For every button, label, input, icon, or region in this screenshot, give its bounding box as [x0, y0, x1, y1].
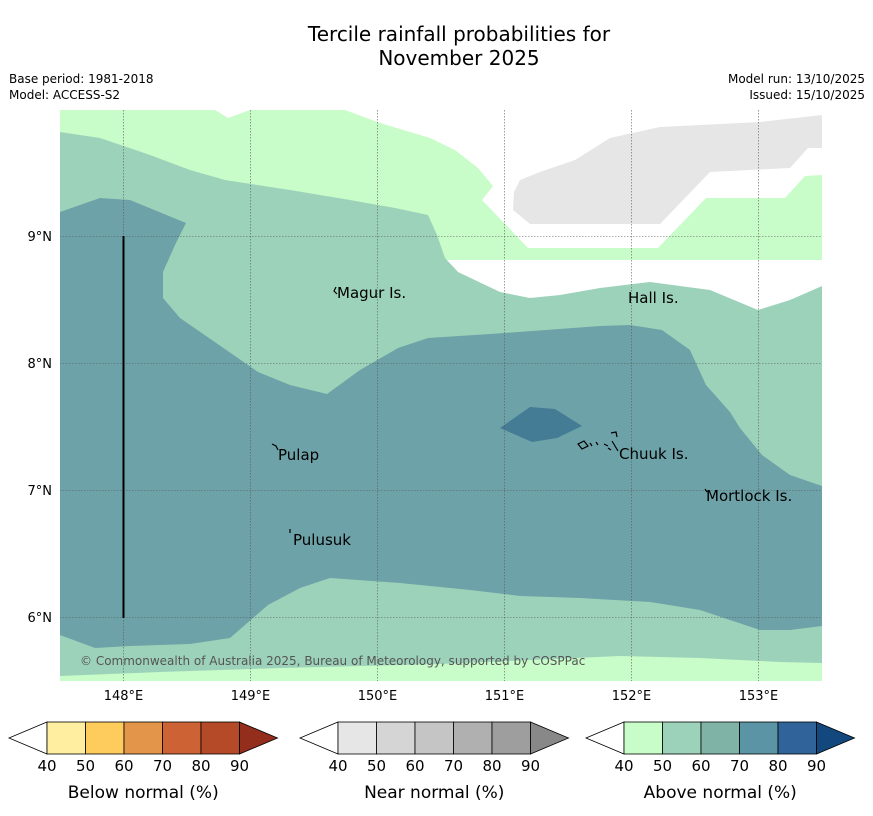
legend-tick-label: 90 — [521, 757, 540, 775]
near-normal-region — [513, 115, 822, 224]
legend-extend-high — [239, 721, 279, 755]
lon-label: 149°E — [231, 689, 271, 704]
legend-tick-label: 60 — [691, 757, 710, 775]
title-line-2: November 2025 — [378, 46, 540, 70]
legend-swatch — [46, 721, 86, 755]
legend-title: Near normal (%) — [364, 783, 504, 803]
island-label-mortlock: Mortlock Is. — [706, 487, 792, 505]
island-label-hall: Hall Is. — [628, 289, 679, 307]
mortlock-island-shape — [704, 488, 708, 493]
meta-left: Base period: 1981-2018 Model: ACCESS-S2 — [9, 71, 154, 103]
legend-title: Above normal (%) — [644, 783, 797, 803]
legend-above-normal: 40 50 60 70 80 90 Above normal (%) — [584, 721, 856, 803]
legend-extend-high — [816, 721, 856, 755]
island-labels: Magur Is. Hall Is. Pulap Chuuk Is. Mortl… — [278, 284, 792, 549]
legend-tick-label: 60 — [405, 757, 424, 775]
legend-swatch — [162, 721, 202, 755]
legend-swatch — [491, 721, 531, 755]
island-label-pulusuk: Pulusuk — [293, 531, 351, 549]
island-shapes — [271, 286, 708, 533]
island-label-pulap: Pulap — [278, 446, 319, 464]
map-title: Tercile rainfall probabilities for Novem… — [0, 22, 873, 70]
pulap-island-shape — [271, 443, 279, 451]
chuuk-island-shape — [577, 431, 619, 452]
legend-swatch — [700, 721, 740, 755]
legend-swatch — [123, 721, 163, 755]
base-period: Base period: 1981-2018 — [9, 72, 154, 86]
lat-label: 6°N — [28, 611, 53, 626]
legend-tick-label: 50 — [367, 757, 386, 775]
legend-title: Below normal (%) — [68, 783, 219, 803]
lat-label: 8°N — [28, 357, 53, 372]
model-name: Model: ACCESS-S2 — [9, 88, 121, 102]
legend-swatch — [414, 721, 454, 755]
probability-map — [60, 110, 822, 681]
legend-swatch — [453, 721, 493, 755]
legend-tick-label: 70 — [444, 757, 463, 775]
legend-tick-label: 40 — [614, 757, 633, 775]
legend-swatch — [200, 721, 240, 755]
legend-tick-label: 70 — [153, 757, 172, 775]
lon-label: 151°E — [485, 689, 525, 704]
legend-tick-label: 80 — [191, 757, 210, 775]
legend-swatch — [739, 721, 779, 755]
above-60-70-region — [60, 198, 822, 648]
legend-tick-label: 60 — [114, 757, 133, 775]
lon-label: 152°E — [612, 689, 652, 704]
lon-label: 148°E — [104, 689, 144, 704]
legend-swatch — [777, 721, 817, 755]
legend-swatch — [662, 721, 702, 755]
legend-tick-label: 80 — [768, 757, 787, 775]
legend-tick-label: 70 — [730, 757, 749, 775]
island-label-magur: Magur Is. — [337, 284, 406, 302]
legend-extend-high — [530, 721, 570, 755]
legend-near-normal: 40 50 60 70 80 90 Near normal (%) — [298, 721, 570, 803]
lon-label: 153°E — [739, 689, 779, 704]
longitude-labels: 148°E 149°E 150°E 151°E 152°E 153°E — [104, 689, 779, 704]
legend-swatch — [623, 721, 663, 755]
island-label-chuuk: Chuuk Is. — [619, 445, 688, 463]
legend-tick-label: 90 — [807, 757, 826, 775]
legend-tick-label: 80 — [482, 757, 501, 775]
meta-right: Model run: 13/10/2025 Issued: 15/10/2025 — [728, 71, 865, 103]
legend-tick-label: 50 — [76, 757, 95, 775]
legend-extend-low — [298, 721, 339, 755]
issued-date: Issued: 15/10/2025 — [749, 88, 865, 102]
legend-swatch — [85, 721, 125, 755]
legend-swatch — [337, 721, 377, 755]
legend-swatch — [376, 721, 416, 755]
lat-label: 7°N — [28, 484, 53, 499]
title-line-1: Tercile rainfall probabilities for — [307, 22, 611, 46]
legend-tick-label: 40 — [328, 757, 347, 775]
lon-label: 150°E — [358, 689, 398, 704]
latitude-labels: 9°N 8°N 7°N 6°N — [28, 230, 53, 626]
legend-extend-low — [7, 721, 48, 755]
magur-island-shape — [333, 286, 338, 295]
legend-tick-label: 90 — [230, 757, 249, 775]
above-70-80-region — [500, 407, 582, 442]
model-run: Model run: 13/10/2025 — [727, 72, 865, 86]
legend-extend-low — [584, 721, 625, 755]
copyright-notice: © Commonwealth of Australia 2025, Bureau… — [80, 654, 585, 668]
legend-tick-label: 50 — [653, 757, 672, 775]
lat-label: 9°N — [28, 230, 53, 245]
legend-below-normal: 40 50 60 70 80 90 Below normal (%) — [7, 721, 279, 803]
legend-tick-label: 40 — [37, 757, 56, 775]
